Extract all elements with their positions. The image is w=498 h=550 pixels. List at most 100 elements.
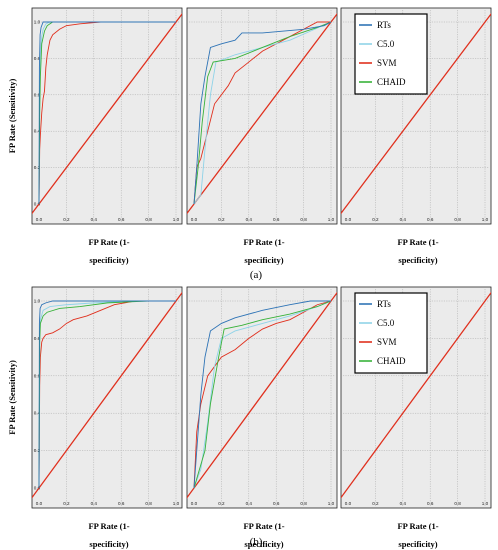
x-axis-label: specificity) bbox=[244, 255, 283, 265]
x-axis-label: FP Rate (1- bbox=[397, 237, 438, 247]
x-tick-label: 0.8 bbox=[454, 217, 461, 222]
reference-diagonal-line bbox=[32, 12, 182, 215]
x-tick-label: 1.0 bbox=[173, 501, 180, 506]
legend: RTs C5.0 SVM CHAID bbox=[354, 292, 428, 374]
chart-panel-a-3: 0.0 0.2 0.4 0.6 0.8 1.0 RTs C5.0 SVM CHAID bbox=[340, 7, 492, 225]
x-tick-label: 0.8 bbox=[300, 217, 307, 222]
x-tick-label: 0.6 bbox=[273, 217, 280, 222]
x-axis-label: FP Rate (1- bbox=[88, 237, 129, 247]
x-axis-label: specificity) bbox=[244, 539, 283, 549]
legend-label-svm: SVM bbox=[377, 337, 397, 347]
x-tick-label: 0.6 bbox=[273, 501, 280, 506]
x-axis-label: specificity) bbox=[89, 539, 128, 549]
reference-diagonal-line bbox=[187, 12, 337, 215]
panel-background bbox=[186, 7, 338, 225]
x-tick-label: 0.0 bbox=[345, 217, 352, 222]
y-tick-label: 0.8 bbox=[34, 336, 41, 341]
roc-curve-chaid bbox=[193, 21, 332, 205]
x-tick-label: 0.0 bbox=[36, 501, 43, 506]
y-tick-label: 1.0 bbox=[34, 299, 41, 304]
x-tick-label: 1.0 bbox=[482, 501, 489, 506]
x-tick-label: 0.4 bbox=[400, 217, 407, 222]
y-axis-label: FP Rate (Sensitivity) bbox=[7, 79, 17, 154]
chart-panel-b-1: 0.0 0.2 0.4 0.6 0.8 1.0 0.0 0.2 0.4 0.6 0.8 1.0 bbox=[31, 286, 183, 509]
y-tick-label: 0.6 bbox=[34, 373, 41, 378]
figure-part-label-a: (a) bbox=[250, 269, 263, 281]
legend: RTs C5.0 SVM CHAID bbox=[354, 13, 428, 95]
roc-curve-chaid bbox=[193, 300, 332, 489]
x-tick-label: 0.2 bbox=[372, 217, 379, 222]
x-tick-label: 0.0 bbox=[36, 217, 43, 222]
x-axis-label: specificity) bbox=[398, 539, 437, 549]
plot-area bbox=[32, 12, 182, 215]
x-axis-label: FP Rate (1- bbox=[88, 521, 129, 531]
y-tick-label: 0.2 bbox=[34, 448, 41, 453]
roc-curve-svm bbox=[38, 300, 176, 489]
plot-area bbox=[341, 291, 491, 499]
legend-box bbox=[354, 13, 428, 95]
roc-curve-c50 bbox=[193, 21, 332, 205]
legend-label-c50: C5.0 bbox=[377, 318, 395, 328]
y-tick-label: 0.4 bbox=[34, 411, 41, 416]
roc-curve-chaid bbox=[38, 300, 176, 489]
y-tick-label: 1.0 bbox=[34, 20, 41, 25]
x-tick-label: 1.0 bbox=[173, 217, 180, 222]
x-axis-label: FP Rate (1- bbox=[397, 521, 438, 531]
x-tick-label: 0.6 bbox=[118, 501, 125, 506]
x-tick-label: 0.4 bbox=[246, 217, 253, 222]
y-tick-label: 0.6 bbox=[34, 92, 41, 97]
roc-curve-svm bbox=[193, 300, 332, 489]
plot-area bbox=[341, 12, 491, 215]
plot-area bbox=[187, 12, 337, 215]
x-tick-label: 0.8 bbox=[300, 501, 307, 506]
x-tick-label: 0.0 bbox=[191, 217, 198, 222]
x-tick-label: 0.6 bbox=[118, 217, 125, 222]
plot-area bbox=[32, 291, 182, 499]
y-tick-label: 0.4 bbox=[34, 129, 41, 134]
legend-label-c50: C5.0 bbox=[377, 39, 395, 49]
x-axis-label: FP Rate (1- bbox=[243, 521, 284, 531]
x-tick-label: 0.2 bbox=[218, 217, 225, 222]
y-tick-label: 0.0 bbox=[34, 486, 41, 491]
roc-curve-svm bbox=[193, 21, 331, 205]
x-tick-label: 0.6 bbox=[427, 501, 434, 506]
chart-panel-b-2: 0.0 0.2 0.4 0.6 0.8 1.0 bbox=[186, 286, 338, 509]
x-tick-label: 0.8 bbox=[145, 501, 152, 506]
roc-curve-svm bbox=[38, 21, 176, 205]
legend-label-rts: RTs bbox=[377, 299, 391, 309]
roc-curve-c50 bbox=[193, 300, 332, 489]
x-tick-label: 0.8 bbox=[454, 501, 461, 506]
y-tick-label: 0.2 bbox=[34, 165, 41, 170]
legend-label-svm: SVM bbox=[377, 58, 397, 68]
x-tick-label: 0.4 bbox=[246, 501, 253, 506]
reference-diagonal-line bbox=[341, 291, 491, 499]
legend-label-chaid: CHAID bbox=[377, 77, 406, 87]
chart-panel-a-2: 0.0 0.2 0.4 0.6 0.8 1.0 bbox=[186, 7, 338, 225]
reference-diagonal-line bbox=[341, 12, 491, 215]
x-tick-label: 1.0 bbox=[482, 217, 489, 222]
x-tick-label: 0.0 bbox=[191, 501, 198, 506]
roc-curve-rts bbox=[38, 21, 176, 205]
x-axis-label: specificity) bbox=[398, 255, 437, 265]
reference-diagonal-line bbox=[32, 291, 182, 499]
x-tick-label: 0.4 bbox=[400, 501, 407, 506]
x-tick-label: 1.0 bbox=[328, 501, 335, 506]
x-tick-label: 0.8 bbox=[145, 217, 152, 222]
y-tick-label: 0.0 bbox=[34, 202, 41, 207]
plot-area bbox=[187, 291, 337, 499]
roc-curve-rts bbox=[193, 21, 332, 205]
chart-panel-b-3: 0.0 0.2 0.4 0.6 0.8 1.0 RTs C5.0 SVM CHAID bbox=[340, 286, 492, 509]
roc-curve-rts bbox=[193, 300, 331, 489]
roc-curve-chaid bbox=[38, 21, 176, 205]
x-tick-label: 0.2 bbox=[218, 501, 225, 506]
x-tick-label: 0.0 bbox=[345, 501, 352, 506]
x-tick-label: 0.4 bbox=[91, 217, 98, 222]
chart-panel-a-1: 0.0 0.2 0.4 0.6 0.8 1.0 0.0 0.2 0.4 0.6 0.8 1.0 bbox=[31, 7, 183, 225]
x-tick-label: 0.2 bbox=[63, 217, 70, 222]
figure-part-label-b: (b) bbox=[250, 536, 263, 548]
x-axis-label: specificity) bbox=[89, 255, 128, 265]
legend-box bbox=[354, 292, 428, 374]
x-tick-label: 1.0 bbox=[328, 217, 335, 222]
y-tick-label: 0.8 bbox=[34, 56, 41, 61]
